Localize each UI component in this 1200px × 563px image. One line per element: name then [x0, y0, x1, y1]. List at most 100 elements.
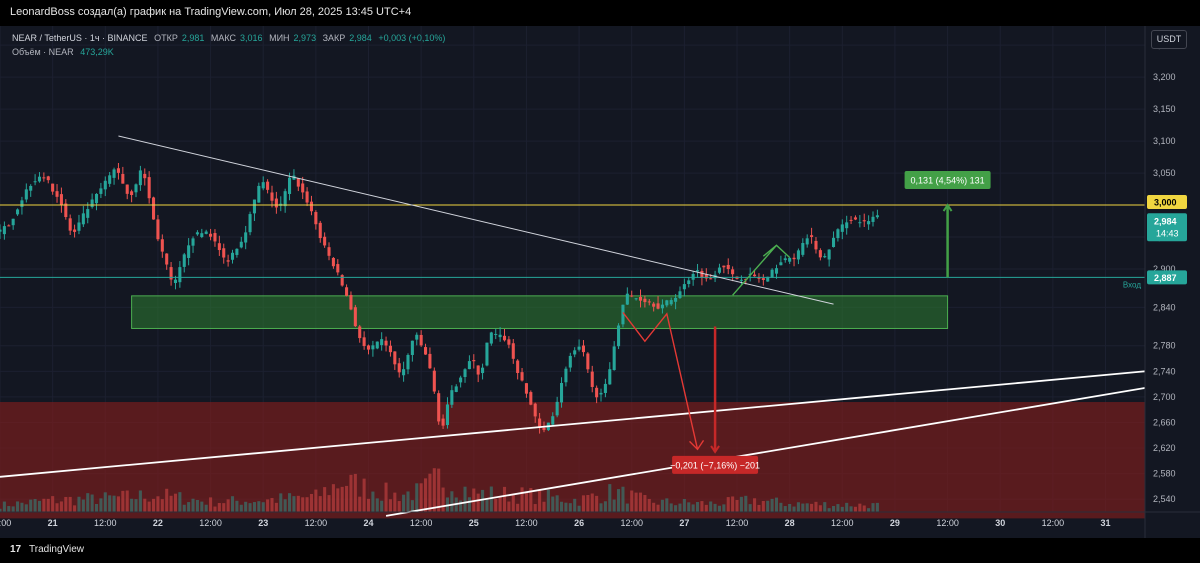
volume-bar	[783, 506, 787, 512]
volume-bar	[507, 501, 511, 512]
time-tick: 12:00	[620, 518, 643, 528]
volume-bar	[288, 493, 292, 512]
candle-body	[709, 278, 713, 280]
time-tick: 25	[469, 518, 479, 528]
candle-body	[130, 191, 134, 196]
volume-bar	[529, 488, 533, 512]
candle-body	[358, 326, 362, 339]
candle-body	[590, 371, 594, 387]
volume-bar	[353, 473, 357, 512]
candle-body	[353, 307, 357, 327]
candle-body	[595, 387, 599, 398]
volume-bar	[665, 498, 669, 512]
time-tick: 12:00	[410, 518, 433, 528]
currency-button[interactable]: USDT	[1151, 30, 1187, 49]
volume-bar	[757, 504, 761, 512]
volume-bar	[46, 498, 50, 512]
volume-bar	[116, 496, 120, 512]
candle-body	[700, 270, 704, 278]
candle-body	[538, 418, 542, 427]
volume-bar	[64, 496, 68, 512]
change-value: +0,003 (+0,10%)	[378, 33, 446, 43]
high-value: 3,016	[240, 33, 263, 43]
candle-body	[770, 269, 774, 278]
candle-body	[858, 222, 862, 224]
volume-bar	[323, 487, 327, 512]
volume-bar	[700, 501, 704, 512]
volume-bar	[599, 503, 603, 512]
candles	[0, 162, 879, 434]
volume-bar	[502, 486, 507, 512]
volume-bar	[792, 506, 796, 512]
candle-body	[16, 209, 20, 215]
volume-bar	[349, 474, 353, 512]
candle-body	[472, 360, 476, 362]
candle-body	[871, 216, 875, 222]
tradingview-brand[interactable]: TradingView	[29, 544, 85, 555]
candle-body	[90, 199, 94, 208]
time-tick: 28	[785, 518, 795, 528]
time-tick: 22	[153, 518, 163, 528]
volume-bar	[652, 502, 656, 512]
candle-body	[336, 264, 340, 273]
candle-body	[520, 372, 524, 381]
volume-bar	[178, 492, 182, 512]
close-value: 2,984	[349, 33, 372, 43]
candle-body	[722, 265, 726, 268]
candle-body	[634, 298, 638, 300]
candle-body	[788, 257, 792, 262]
candle-body	[774, 268, 779, 274]
candle-body	[516, 360, 520, 373]
volume-bar	[774, 497, 779, 512]
volume-bar	[375, 498, 379, 512]
candle-body	[875, 215, 879, 218]
volume-bar	[849, 506, 853, 512]
volume-bar	[59, 501, 63, 512]
volume-bar	[432, 468, 436, 512]
symbol-name[interactable]: NEAR / TetherUS · 1ч · BINANCE	[12, 33, 148, 43]
legend-row-ohlc: NEAR / TetherUS · 1ч · BINANCE ОТКР 2,981…	[12, 31, 449, 45]
volume-bar	[511, 494, 515, 512]
candle-body	[204, 231, 208, 234]
high-label: МАКС	[210, 33, 237, 43]
volume-bar	[573, 498, 577, 512]
volume-bar	[51, 496, 55, 512]
chart-frame[interactable]: 0,131 (4,54%) 131 −0,201 (−7,16%) −201 Вхо…	[0, 26, 1200, 538]
volume-bar	[380, 500, 384, 512]
candle-body	[779, 262, 783, 266]
candle-body	[125, 184, 129, 194]
candle-body	[195, 232, 199, 235]
volume-bar	[674, 505, 678, 512]
volume-bar	[862, 505, 866, 512]
candle-body	[24, 189, 28, 200]
candle-body	[603, 383, 607, 393]
candle-body	[827, 249, 831, 260]
volume-bar	[630, 490, 634, 512]
volume-bar	[485, 498, 489, 512]
volume-bar	[845, 502, 849, 512]
volume-bar	[173, 493, 178, 512]
volume-bar	[2, 501, 6, 512]
volume-bar	[213, 506, 217, 512]
candle-body	[625, 293, 629, 305]
candle-body	[581, 345, 586, 353]
volume-bar	[204, 504, 208, 512]
tradingview-logo-icon[interactable]: 17	[10, 544, 22, 555]
candle-body	[415, 334, 419, 340]
candle-body	[502, 335, 507, 341]
volume-bar	[827, 508, 831, 512]
volume-bar	[731, 496, 735, 512]
volume-bar	[33, 499, 37, 512]
low-label: МИН	[269, 33, 290, 43]
candle-body	[761, 278, 765, 280]
candle-body	[586, 353, 590, 370]
volume-bar	[226, 499, 230, 512]
time-tick: 12:00	[199, 518, 222, 528]
volume-bar	[327, 495, 331, 512]
volume-bar	[735, 499, 739, 512]
volume-bar	[191, 498, 195, 512]
price-chart[interactable]: 0,131 (4,54%) 131 −0,201 (−7,16%) −201 Вхо…	[0, 26, 1200, 538]
candle-body	[551, 416, 555, 425]
candle-body	[695, 270, 700, 272]
time-axis[interactable]: 12:00 21 12:00 22 12:00 23 12:00 24 12:00 25 12:00…	[0, 518, 1111, 528]
